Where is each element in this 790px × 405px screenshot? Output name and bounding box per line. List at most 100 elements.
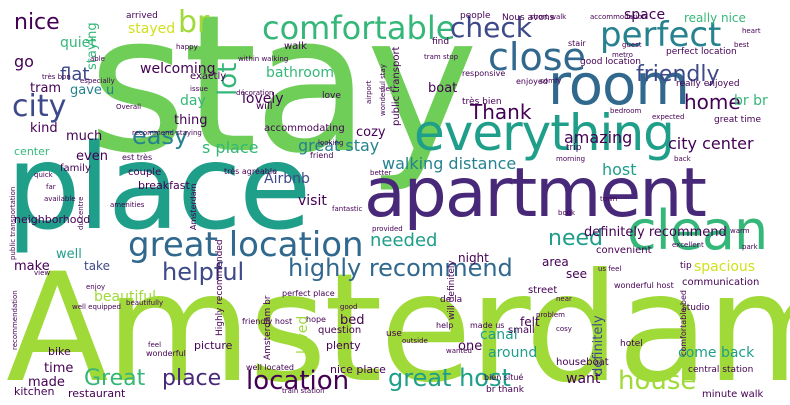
cloud-word: street [528, 285, 558, 296]
cloud-word: très bon [42, 73, 71, 81]
cloud-word: helpful [162, 258, 245, 286]
cloud-word: need [548, 226, 603, 251]
cloud-word: tram stop [424, 53, 459, 61]
cloud-word: bedroom [610, 107, 642, 115]
cloud-word: neighborhood [14, 213, 91, 226]
cloud-word: perfect location [666, 47, 737, 57]
cloud-word: boat [428, 81, 458, 96]
cloud-word: trip [566, 143, 582, 153]
cloud-word: good location [580, 57, 642, 67]
cloud-word: central station [688, 365, 754, 375]
cloud-word: back [674, 155, 691, 163]
cloud-word: gave u [70, 83, 115, 98]
cloud-word: near [556, 295, 572, 303]
cloud-word: br thank [486, 385, 524, 395]
cloud-word: Airbnb [264, 171, 310, 187]
cloud-word: Highly recommended [215, 239, 225, 336]
cloud-word: public transport [391, 46, 402, 126]
cloud-word: exactly [190, 71, 227, 82]
cloud-word: people [460, 11, 491, 21]
cloud-word: hope [306, 315, 326, 324]
cloud-word: lovely [242, 91, 284, 107]
cloud-word: center [14, 145, 50, 158]
cloud-word: responsive [462, 69, 506, 78]
cloud-word: best [734, 41, 750, 49]
cloud-word: book [558, 209, 576, 217]
cloud-word: great host [388, 364, 511, 392]
cloud-word: couple [128, 167, 162, 178]
cloud-word: will [256, 101, 273, 112]
cloud-word: thing [174, 113, 208, 128]
cloud-word: comfortable [262, 9, 456, 47]
cloud-word: de la [440, 295, 463, 305]
cloud-word: check [450, 11, 532, 44]
cloud-word: great time [714, 115, 761, 125]
cloud-word: cosy [556, 325, 572, 333]
cloud-word: felt [520, 315, 540, 329]
cloud-word: outside [402, 337, 428, 345]
cloud-word: see [566, 267, 588, 281]
cloud-word: host [602, 160, 637, 179]
cloud-word: flat [60, 64, 90, 85]
cloud-word: well located [246, 363, 295, 372]
cloud-word: want [566, 371, 601, 387]
cloud-word: nice place [330, 363, 386, 376]
cloud-word: good [340, 303, 358, 311]
cloud-word: will definitely [447, 260, 457, 320]
cloud-word: happy [176, 43, 198, 51]
cloud-word: made [28, 375, 65, 390]
cloud-word: quiet [60, 35, 96, 51]
cloud-word: stair [568, 39, 586, 48]
cloud-word: quick [34, 171, 53, 179]
cloud-word: take [84, 259, 110, 273]
cloud-word: très agréable [224, 167, 278, 176]
cloud-word: house [618, 366, 697, 396]
cloud-word: city [12, 89, 67, 124]
cloud-word: enjoyed [516, 77, 548, 86]
cloud-word: problem [536, 311, 565, 319]
cloud-word: Great [84, 366, 146, 391]
cloud-word: city center [668, 134, 754, 153]
cloud-word: find [432, 37, 450, 47]
cloud-word: even [76, 149, 108, 164]
cloud-word: really nice [684, 11, 746, 25]
cloud-word: comfortable bed [679, 290, 688, 356]
cloud-word: morning [556, 155, 586, 163]
cloud-word: amenities [110, 201, 145, 209]
cloud-word: bien situé [484, 373, 524, 382]
cloud-word: wonderful [146, 349, 186, 358]
cloud-word: Amsterdam br [263, 295, 273, 361]
cloud-word: available [44, 195, 76, 203]
cloud-word: excellent [672, 241, 704, 249]
cloud-word: kitchen [14, 385, 55, 398]
cloud-word: town [600, 195, 618, 203]
cloud-word: studio [682, 303, 710, 313]
cloud-word: hotel [620, 339, 643, 349]
cloud-word: close [488, 35, 586, 79]
cloud-word: family [60, 163, 91, 174]
cloud-word: restaurant [68, 387, 126, 400]
cloud-word: comfy [540, 77, 562, 85]
cloud-word: beautiful [94, 289, 157, 305]
cloud-word: friendly [636, 62, 720, 87]
cloud-word: use [386, 329, 402, 339]
cloud-word: Thank [470, 100, 532, 124]
cloud-word: communication [682, 277, 760, 288]
cloud-word: definitely recommend [584, 225, 727, 240]
cloud-word: warm [730, 227, 750, 235]
cloud-word: est très [122, 153, 153, 162]
cloud-word: nice [14, 10, 60, 35]
cloud-word: friend [310, 151, 334, 160]
cloud-word: night [458, 251, 489, 265]
cloud-word: convenient [596, 245, 652, 256]
cloud-word: welcoming [140, 61, 216, 77]
cloud-word: home [684, 90, 741, 114]
cloud-word: place [6, 118, 311, 256]
cloud-word: cozy [356, 125, 386, 140]
cloud-word: place [162, 366, 222, 391]
cloud-word: needed [370, 230, 438, 251]
cloud-word: well equipped [72, 303, 121, 311]
cloud-word: br [178, 5, 210, 40]
cloud-word: park [742, 243, 758, 251]
